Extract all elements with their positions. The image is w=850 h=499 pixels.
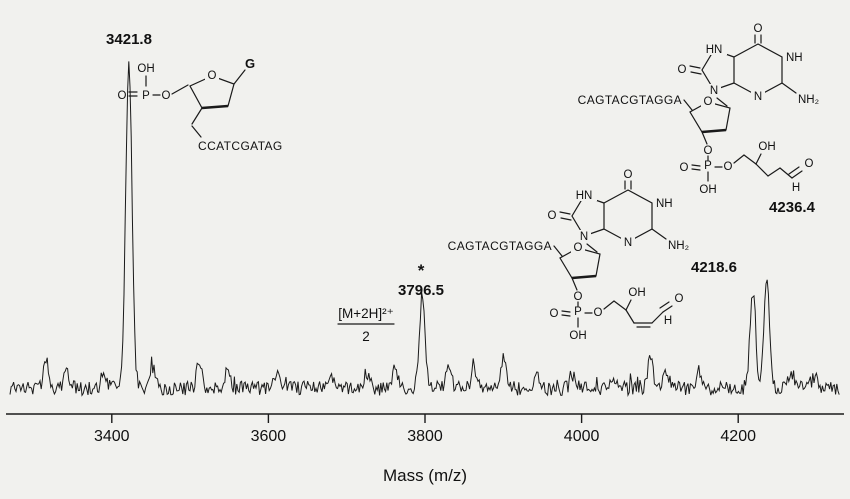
carbonyl-oxygen-label: O (624, 169, 633, 181)
oxygen-label: O (704, 145, 713, 157)
hydroxyl-label: OH (628, 287, 645, 299)
nh-label: NH (786, 52, 803, 64)
ring-oxygen-bg (571, 241, 585, 253)
amino-label: NH₂ (798, 94, 819, 106)
ring-oxygen-label: O (208, 70, 217, 82)
hydroxyl-label: OH (758, 141, 775, 153)
ring-nitrogen-label: N (754, 91, 762, 103)
bonds (553, 180, 673, 328)
ring-nitrogen-label: N (580, 231, 588, 243)
asterisk-annotation: * (418, 261, 425, 280)
oxygen-label: O (680, 162, 689, 174)
ring-nitrogen-label: N (710, 85, 718, 97)
spectrum-trace (9, 61, 840, 397)
purine-six-ring (603, 189, 653, 243)
x-axis-title: Mass (m/z) (383, 466, 467, 485)
phosphorus-label: P (574, 306, 582, 318)
aldehyde-oxygen-label: O (805, 158, 814, 170)
phosphorus-label: P (704, 160, 712, 172)
aldehyde-oxygen-label: O (675, 293, 684, 305)
structure-right-adduct: O NH NH₂ N HN O N O CAGTACGTAGGA O P O O… (578, 23, 819, 196)
hydroxyl-label: OH (137, 63, 154, 75)
guanine-base-label: G (245, 56, 255, 71)
axis-tick-label: 4000 (564, 428, 600, 445)
fraction-numerator: [M+2H]²⁺ (338, 306, 394, 321)
sugar-front-bond (571, 274, 597, 280)
oxo-oxygen-label: O (548, 210, 557, 222)
axis-ticks: 3400 3600 3800 4000 4200 (94, 414, 756, 445)
aldehyde-h-label: H (664, 315, 672, 327)
sequence-label: CAGTACGTAGGA (578, 93, 682, 107)
hydroxyl-label: OH (699, 184, 716, 196)
peak-label-3796: 3796.5 (398, 282, 444, 299)
ring-oxygen-label: O (574, 242, 583, 254)
bonds (683, 34, 803, 182)
structure-left-nucleotide: O OH O P O G CCATCGATAG (118, 56, 283, 153)
ring-oxygen-bg (205, 68, 219, 80)
ring-n-bg (621, 236, 635, 248)
axis-tick-label: 4200 (720, 428, 756, 445)
axis-tick-label: 3400 (94, 428, 130, 445)
sugar-front-bond (201, 104, 229, 110)
hn-label: HN (576, 190, 593, 202)
peak-label-3421: 3421.8 (106, 31, 152, 48)
axis-tick-label: 3600 (251, 428, 287, 445)
amino-label: NH₂ (668, 240, 689, 252)
aldehyde-h-label: H (792, 182, 800, 194)
ring-oxygen-bg (701, 95, 715, 107)
ring-n-bg (751, 90, 765, 102)
carbonyl-oxygen-label: O (754, 23, 763, 35)
ring-nh-bg (571, 189, 597, 201)
ring-oxygen-label: O (704, 96, 713, 108)
oxygen-label: O (118, 90, 127, 102)
sugar-front-bond (701, 128, 727, 134)
sequence-label: CCATCGATAG (198, 139, 283, 153)
oxygen-label: O (162, 90, 171, 102)
hn-label: HN (706, 44, 723, 56)
bonds (128, 69, 246, 138)
ring-nh-bg (701, 43, 727, 55)
charge-state-annotation: [M+2H]²⁺ 2 (337, 306, 395, 344)
oxygen-label: O (724, 161, 733, 173)
oxygen-label: O (550, 308, 559, 320)
ring-nitrogen-label: N (624, 237, 632, 249)
axis-tick-label: 3800 (407, 428, 443, 445)
nh-label: NH (656, 198, 673, 210)
ring-n9-bg (577, 230, 591, 242)
oxygen-label: O (594, 307, 603, 319)
peak-label-4236: 4236.4 (769, 199, 816, 216)
sequence-label: CAGTACGTAGGA (448, 239, 552, 253)
structure-middle-adduct: O NH NH₂ N HN O N O CAGTACGTAGGA O P O O… (448, 169, 689, 342)
ring-n9-bg (707, 84, 721, 96)
hydroxyl-label: OH (569, 330, 586, 342)
oxo-oxygen-label: O (678, 64, 687, 76)
purine-six-ring (733, 43, 783, 97)
peak-label-4218: 4218.6 (691, 259, 737, 276)
phosphorus-label: P (142, 90, 150, 102)
oxygen-label: O (574, 291, 583, 303)
fraction-denominator: 2 (362, 329, 370, 344)
